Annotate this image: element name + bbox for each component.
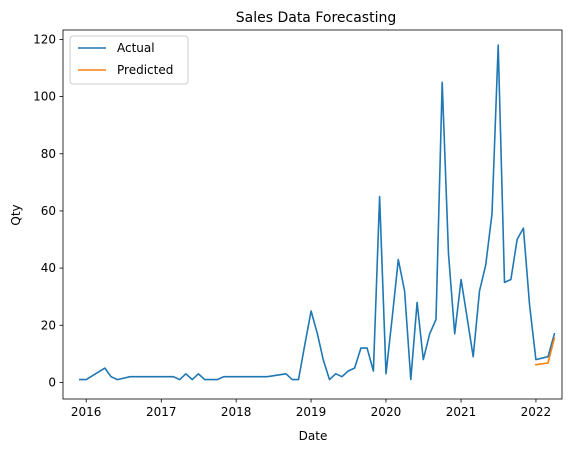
legend-label-actual: Actual	[117, 41, 155, 55]
x-tick-label: 2020	[371, 405, 402, 419]
x-axis-label: Date	[299, 429, 328, 443]
y-axis-label: Qty	[9, 204, 23, 225]
y-tick-label: 100	[33, 90, 56, 104]
x-tick-label: 2019	[296, 405, 327, 419]
y-axis: 0 20 40 60 80 100 120	[33, 32, 63, 389]
x-tick-label: 2017	[146, 405, 177, 419]
chart-title: Sales Data Forecasting	[236, 10, 396, 26]
legend: Actual Predicted	[70, 36, 188, 84]
y-tick-label: 20	[41, 318, 56, 332]
y-tick-label: 0	[48, 375, 56, 389]
x-tick-label: 2022	[521, 405, 552, 419]
legend-label-predicted: Predicted	[117, 63, 173, 77]
plot-area	[63, 30, 562, 399]
y-tick-label: 40	[41, 261, 56, 275]
y-tick-label: 80	[41, 147, 56, 161]
x-tick-label: 2016	[71, 405, 102, 419]
x-axis: 2016 2017 2018 2019 2020 2021 2022	[71, 399, 551, 419]
x-tick-label: 2018	[221, 405, 252, 419]
y-tick-label: 120	[33, 32, 56, 46]
x-tick-label: 2021	[446, 405, 477, 419]
y-tick-label: 60	[41, 204, 56, 218]
